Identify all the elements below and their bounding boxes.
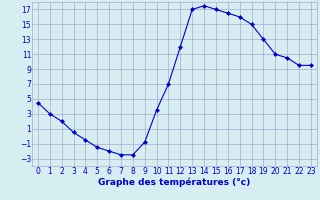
X-axis label: Graphe des températures (°c): Graphe des températures (°c) [98, 177, 251, 187]
